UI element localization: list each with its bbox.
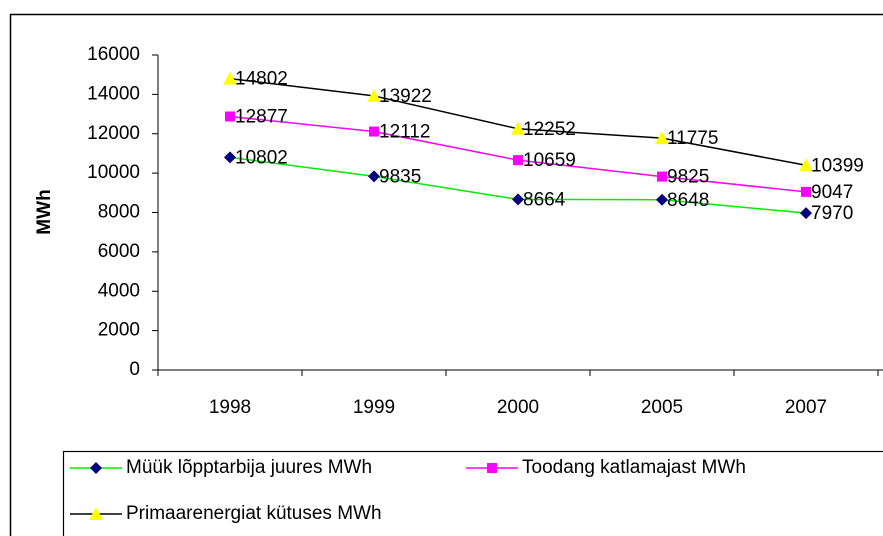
marker <box>369 126 379 137</box>
marker <box>655 131 669 145</box>
data-label: 11775 <box>667 128 718 149</box>
marker <box>368 170 380 183</box>
marker <box>800 207 812 220</box>
marker <box>513 155 523 166</box>
data-label: 13922 <box>379 86 432 107</box>
data-label: 9047 <box>811 182 853 203</box>
legend-label: Müük lõpptarbija juures MWh <box>126 457 372 478</box>
chart-border <box>9 13 883 536</box>
x-tick-label: 2007 <box>785 397 827 418</box>
marker <box>799 158 813 172</box>
marker <box>224 151 236 164</box>
y-tick-label: 10000 <box>87 162 140 183</box>
legend-marker <box>90 462 102 474</box>
legend-marker <box>487 463 497 473</box>
x-tick-label: 2000 <box>497 397 539 418</box>
y-tick-label: 4000 <box>98 280 140 301</box>
y-tick-label: 8000 <box>98 202 140 223</box>
y-tick-label: 2000 <box>98 320 140 341</box>
y-tick-label: 6000 <box>98 241 140 262</box>
data-label: 10399 <box>811 155 864 176</box>
y-tick-label: 12000 <box>87 123 140 144</box>
legend-marker <box>89 507 103 520</box>
data-label: 10659 <box>523 150 576 171</box>
y-tick-label: 14000 <box>87 83 140 104</box>
marker <box>223 71 237 85</box>
data-label: 9825 <box>667 167 709 188</box>
legend-box <box>62 450 883 536</box>
y-axis-label: MWh <box>34 189 55 234</box>
marker <box>801 186 811 197</box>
x-tick-label: 1998 <box>209 397 251 418</box>
legend-label: Toodang katlamajast MWh <box>522 457 746 478</box>
marker <box>512 193 524 206</box>
data-label: 14802 <box>235 69 288 90</box>
legend-label: Primaarenergiat kütuses MWh <box>126 503 382 524</box>
x-tick-label: 2005 <box>641 397 683 418</box>
data-label: 12112 <box>379 122 430 143</box>
data-label: 9835 <box>379 166 421 187</box>
marker <box>657 171 667 182</box>
marker <box>656 193 668 206</box>
data-label: 8664 <box>523 189 566 210</box>
data-label: 12877 <box>235 106 288 127</box>
x-tick-label: 1999 <box>353 397 395 418</box>
marker <box>367 88 381 102</box>
data-label: 8648 <box>667 190 709 211</box>
marker <box>225 111 235 122</box>
y-tick-label: 16000 <box>87 44 140 65</box>
marker <box>511 121 525 135</box>
data-label: 10802 <box>235 147 288 168</box>
y-tick-label: 0 <box>129 359 140 380</box>
data-label: 7970 <box>811 203 853 224</box>
data-label: 12252 <box>523 119 576 140</box>
